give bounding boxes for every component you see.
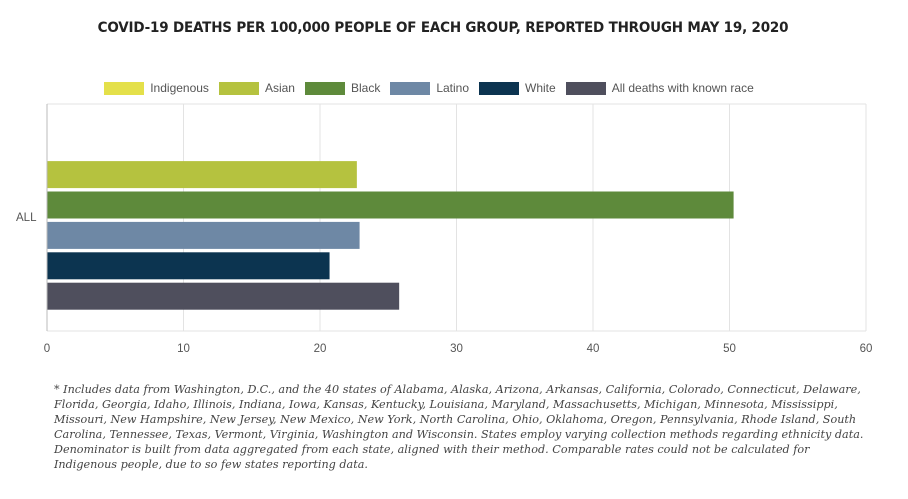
x-tick-label: 20: [314, 343, 327, 355]
legend-item-all-deaths-with-known-race[interactable]: All deaths with known race: [565, 81, 754, 95]
legend-item-latino[interactable]: Latino: [390, 81, 469, 95]
legend-swatch: [565, 81, 606, 95]
legend-item-indigenous[interactable]: Indigenous: [104, 81, 209, 95]
legend-swatch: [479, 81, 520, 95]
bar-black: [47, 191, 734, 219]
legend-label: White: [525, 81, 556, 95]
x-tick-label: 10: [177, 343, 190, 355]
legend-swatch: [390, 81, 431, 95]
legend-item-white[interactable]: White: [479, 81, 556, 95]
bar-asian: [47, 161, 357, 189]
x-tick-label: 40: [587, 343, 600, 355]
x-tick-label: 60: [860, 343, 873, 355]
x-tick-label: 0: [44, 343, 50, 355]
bar-all-deaths-with-known-race: [47, 282, 400, 310]
chart-footnote: * Includes data from Washington, D.C., a…: [54, 383, 864, 471]
x-tick-label: 50: [723, 343, 736, 355]
legend-label: Indigenous: [150, 81, 209, 95]
chart-title: COVID-19 DEATHS PER 100,000 PEOPLE OF EA…: [97, 20, 789, 36]
y-category-label: ALL: [16, 212, 37, 224]
legend-item-asian[interactable]: Asian: [218, 81, 295, 95]
legend-label: Asian: [264, 81, 295, 95]
legend-swatch: [104, 81, 145, 95]
legend-label: Black: [350, 81, 381, 95]
x-tick-label: 30: [450, 343, 463, 355]
chart-legend: Indigenous Asian Black Latino White All death…: [0, 81, 908, 95]
legend-swatch: [218, 81, 259, 95]
bar-latino: [47, 221, 360, 249]
legend-item-black[interactable]: Black: [304, 81, 381, 95]
legend-label: All deaths with known race: [611, 81, 754, 95]
legend-swatch: [304, 81, 345, 95]
legend-label: Latino: [436, 81, 470, 95]
bar-chart: 0 10 20 30 40 50 60 ALL: [16, 103, 873, 355]
bar-white: [47, 252, 330, 280]
